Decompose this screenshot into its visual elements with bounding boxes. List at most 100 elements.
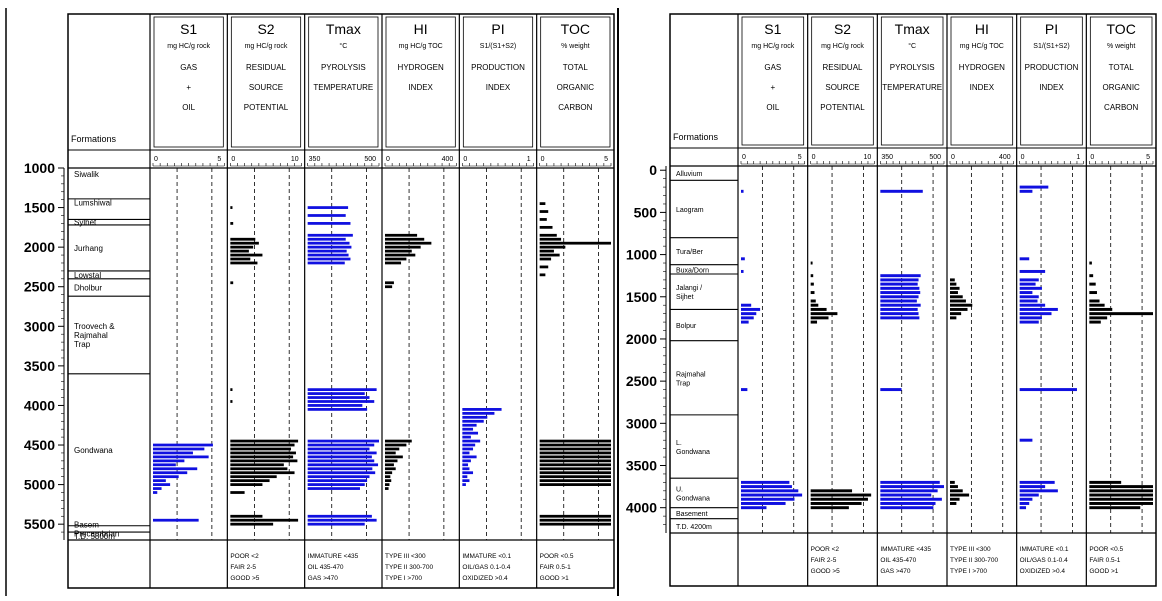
- column-header-box: [1089, 16, 1153, 146]
- data-bar-s2: [230, 455, 294, 459]
- data-bar-s2: [230, 388, 233, 392]
- data-bar-s2: [230, 237, 256, 241]
- data-bar-hi: [950, 312, 962, 316]
- data-bar-pi: [1019, 307, 1058, 311]
- scale-min: 350: [881, 154, 893, 161]
- depth-tick-label: 4000: [626, 500, 657, 516]
- data-bar-s2: [230, 447, 291, 451]
- data-bar-s2: [810, 506, 849, 510]
- scale-min: 0: [951, 154, 955, 161]
- data-bar-hi: [950, 286, 960, 290]
- data-bar-pi: [1019, 269, 1046, 273]
- column-description: OIL: [182, 103, 195, 112]
- column-unit: °C: [339, 42, 347, 50]
- data-bar-hi: [385, 257, 407, 261]
- scale-max: 5: [1146, 154, 1150, 161]
- data-bar-s2: [230, 514, 263, 518]
- formation-label: U.: [676, 486, 683, 493]
- column-title: PI: [491, 21, 504, 37]
- data-bar-s2: [230, 518, 299, 522]
- footer-legend-text: IMMATURE <435: [880, 546, 931, 553]
- data-bar-pi: [1019, 286, 1042, 290]
- column-s1: S1 mg HC/g rock GAS + OIL 0 5: [152, 16, 225, 540]
- data-bar-toc: [539, 471, 611, 475]
- data-bar-hi: [950, 307, 968, 311]
- data-bar-tmax: [307, 400, 375, 403]
- column-toc: TOC % weight TOTAL ORGANIC CARBON 0 5 POOR <0.5…: [536, 14, 612, 588]
- data-bar-pi: [1019, 185, 1049, 189]
- footer-legend-text: FAIR 0.5-1: [1089, 557, 1120, 564]
- data-bar-hi: [385, 249, 412, 253]
- formation-label: Rajmahal: [74, 331, 108, 340]
- column-header-box: [153, 16, 224, 148]
- data-bar-s1: [741, 485, 792, 489]
- data-bar-pi: [462, 408, 502, 411]
- footer-legend-text: TYPE I >700: [385, 575, 422, 582]
- data-bar-s2: [810, 316, 829, 320]
- data-bar-pi: [1019, 489, 1058, 493]
- data-bar-hi: [385, 471, 393, 475]
- data-bar-tmax: [880, 489, 938, 493]
- data-bar-s2: [810, 261, 813, 265]
- footer-legend-text: GAS >470: [880, 568, 911, 575]
- column-unit: °C: [908, 42, 916, 50]
- data-bar-tmax: [880, 286, 920, 290]
- scale-max: 10: [291, 156, 299, 163]
- data-bar-s1: [741, 388, 748, 392]
- footer-legend-text: POOR <2: [811, 546, 840, 553]
- data-bar-tmax: [307, 455, 372, 459]
- data-bar-tmax: [880, 274, 921, 278]
- data-bar-pi: [462, 483, 466, 486]
- data-bar-pi: [462, 479, 470, 483]
- scale-min: 0: [1021, 154, 1025, 161]
- data-bar-tmax: [307, 439, 379, 443]
- data-bar-tmax: [307, 514, 372, 518]
- data-bar-tmax: [880, 485, 944, 489]
- data-bar-s1: [741, 189, 744, 193]
- data-bar-toc: [1089, 489, 1153, 493]
- formation-label: Trap: [74, 340, 91, 349]
- data-bar-s2: [230, 222, 234, 225]
- column-s2: S2 mg HC/g rock RESIDUAL SOURCE POTENTIAL 0 10…: [807, 14, 875, 586]
- data-bar-hi: [950, 303, 973, 307]
- data-bar-toc: [1089, 501, 1153, 505]
- data-bar-s1: [741, 269, 744, 273]
- scale-max: 1: [1076, 154, 1080, 161]
- formation-label: Laogram: [676, 207, 704, 214]
- data-bar-s1: [153, 459, 185, 463]
- data-bar-tmax: [880, 303, 921, 307]
- data-bar-s2: [810, 489, 853, 493]
- data-bar-tmax: [307, 241, 350, 245]
- column-hi: HI mg HC/g TOC HYDROGEN INDEX 0 400 TYPE III <…: [381, 14, 457, 588]
- formations-header: Formations: [673, 132, 719, 142]
- data-bar-pi: [1019, 278, 1039, 282]
- footer-legend-text: TYPE III <300: [385, 553, 426, 560]
- footer-legend-text: POOR <0.5: [540, 553, 574, 560]
- formation-label: Alluvium: [676, 171, 703, 178]
- depth-tick-label: 3000: [626, 415, 657, 431]
- data-bar-hi: [950, 489, 963, 493]
- formation-label: Basem: [74, 520, 99, 529]
- data-bar-tmax: [307, 451, 377, 455]
- column-header-box: [741, 16, 805, 146]
- data-bar-tmax: [307, 388, 377, 392]
- data-bar-s2: [230, 479, 270, 483]
- footer-legend-text: POOR <2: [230, 553, 259, 560]
- data-bar-pi: [462, 419, 484, 423]
- column-unit: mg HC/g rock: [245, 43, 288, 50]
- data-bar-s1: [153, 455, 209, 459]
- footer-legend-text: FAIR 0.5-1: [540, 564, 571, 571]
- column-description: HYDROGEN: [959, 63, 1005, 72]
- column-unit: S1/(S1+S2): [480, 43, 516, 50]
- column-title: HI: [975, 21, 989, 37]
- data-bar-toc: [539, 245, 566, 249]
- scale-max: 500: [364, 156, 376, 163]
- scale-max: 400: [999, 154, 1011, 161]
- data-bar-s1: [741, 257, 745, 261]
- column-description: ORGANIC: [1102, 83, 1140, 92]
- data-bar-hi: [385, 451, 396, 455]
- data-bar-tmax: [880, 497, 942, 501]
- scale-max: 10: [864, 154, 872, 161]
- column-title: Tmax: [895, 21, 930, 37]
- formation-label: Rajmahal: [676, 371, 706, 378]
